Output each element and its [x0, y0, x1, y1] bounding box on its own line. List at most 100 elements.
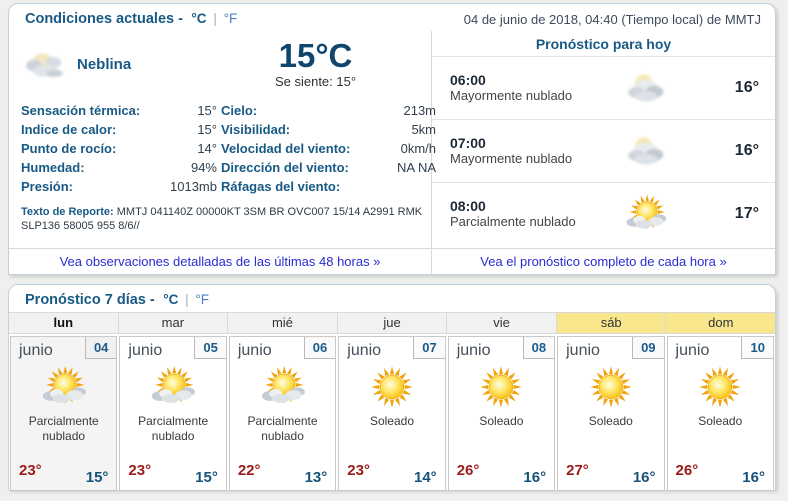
forecast-day-card[interactable]: junio 10 Soleado 26° 16°	[666, 336, 774, 491]
current-conditions-body: Neblina 15°C Se siente: 15° Sensación té…	[9, 31, 775, 249]
forecast-day-card[interactable]: junio 09 Soleado 27° 16°	[557, 336, 665, 491]
mostly-cloudy-icon	[622, 64, 670, 112]
low-temp: 15°	[85, 469, 109, 486]
month-label: junio	[19, 342, 53, 359]
day-of-week: dom	[666, 313, 776, 333]
day-of-week: sáb	[556, 313, 667, 333]
section-title: Condiciones actuales -	[25, 11, 183, 27]
day-of-week: lun	[9, 313, 119, 333]
forecast-day-card[interactable]: junio 04 Parcialmente nublado 23° 15°	[10, 336, 118, 491]
metar-report: Texto de Reporte: MMTJ 041140Z 00000KT 3…	[21, 205, 423, 233]
hour-time: 07:00	[450, 135, 486, 151]
hour-temp: 17°	[734, 205, 759, 222]
hour-condition: Mayormente nublado	[450, 88, 573, 103]
forecast-days-row: junio 04 Parcialmente nublado 23° 15° ju…	[9, 334, 775, 491]
detail-value: 0km/h	[400, 141, 437, 156]
unit-separator: |	[213, 11, 217, 26]
hour-time: 08:00	[450, 198, 486, 214]
partly-cloudy-icon	[147, 361, 199, 413]
detail-value: NA NA	[397, 160, 437, 175]
hourly-forecast-link[interactable]: Vea el pronóstico completo de cada hora …	[480, 254, 727, 269]
current-conditions-card: Condiciones actuales - °C | °F 04 de jun…	[8, 3, 776, 275]
forecast-day-card[interactable]: junio 05 Parcialmente nublado 23° 15°	[119, 336, 227, 491]
day-of-week: vie	[447, 313, 557, 333]
unit-celsius[interactable]: °C	[163, 292, 179, 307]
condition-label: Parcialmente nublado	[247, 414, 318, 443]
month-label: junio	[347, 342, 382, 359]
feels-like: Se siente: 15°	[274, 74, 357, 89]
hour-time: 06:00	[450, 72, 486, 88]
condition-label: Parcialmente nublado	[138, 414, 209, 443]
fog-icon	[21, 41, 67, 87]
high-temp: 23°	[128, 462, 152, 479]
section-title-group: Pronóstico 7 días - °C | °F	[25, 291, 209, 309]
forecast-day-card[interactable]: junio 06 Parcialmente nublado 22° 13°	[228, 336, 337, 491]
condition-block: Neblina	[21, 41, 206, 87]
hour-info: 08:00 Parcialmente nublado	[450, 198, 578, 230]
weather-details-grid: Sensación térmica: 15° Cielo: 213m Indic…	[21, 101, 436, 196]
partly-cloudy-icon	[622, 190, 670, 238]
hourly-row: 06:00 Mayormente nublado 16°	[432, 56, 775, 119]
week-forecast-card: Pronóstico 7 días - °C | °F lun mar mié …	[8, 284, 776, 491]
hour-condition: Mayormente nublado	[450, 151, 573, 166]
day-of-week-row: lun mar mié jue vie sáb dom	[9, 312, 776, 334]
day-of-week: jue	[337, 313, 448, 333]
day-number: 05	[194, 337, 226, 359]
today-forecast-title: Pronóstico para hoy	[535, 36, 672, 52]
condition-label: Soleado	[698, 414, 743, 428]
detail-label: Punto de rocío:	[21, 141, 117, 156]
day-number: 07	[413, 337, 445, 359]
low-temp: 15°	[195, 469, 218, 486]
mostly-cloudy-icon	[622, 127, 670, 175]
condition-label: Parcialmente nublado	[28, 414, 99, 443]
low-temp: 16°	[523, 469, 547, 486]
month-label: junio	[456, 342, 491, 359]
hourly-row: 08:00 Parcialmente nublado 17°	[432, 182, 775, 245]
month-label: junio	[128, 342, 163, 359]
low-temp: 16°	[632, 469, 656, 486]
day-number: 09	[632, 337, 664, 359]
day-of-week: mié	[228, 313, 338, 333]
forecast-day-card[interactable]: junio 08 Soleado 26° 16°	[447, 336, 556, 491]
detail-label: Velocidad del viento:	[221, 141, 351, 156]
high-temp: 22°	[237, 462, 261, 479]
detail-value: 15°	[197, 103, 217, 118]
hourly-row: 07:00 Mayormente nublado 16°	[432, 119, 775, 182]
report-datetime: 04 de junio de 2018, 04:40 (Tiempo local…	[463, 11, 761, 27]
history-link[interactable]: Vea observaciones detalladas de las últi…	[59, 254, 381, 269]
unit-fahrenheit[interactable]: °F	[195, 292, 210, 307]
hour-temp: 16°	[734, 142, 759, 159]
report-label: Texto de Reporte:	[21, 206, 114, 218]
condition-label: Soleado	[588, 414, 633, 428]
detail-value: 213m	[403, 103, 437, 118]
detail-value: 5km	[411, 122, 437, 137]
detail-label: Humedad:	[21, 160, 85, 175]
sunny-icon	[585, 361, 637, 413]
unit-fahrenheit[interactable]: °F	[223, 11, 238, 26]
detail-label: Cielo:	[221, 103, 258, 118]
condition-label: Soleado	[369, 414, 414, 428]
current-conditions-header: Condiciones actuales - °C | °F 04 de jun…	[9, 4, 775, 31]
links-row: Vea observaciones detalladas de las últi…	[9, 248, 775, 274]
unit-celsius[interactable]: °C	[191, 11, 207, 26]
low-temp: 13°	[304, 469, 328, 486]
current-summary-row: Neblina 15°C Se siente: 15°	[21, 39, 425, 89]
day-number: 06	[303, 337, 336, 359]
month-label: junio	[237, 342, 272, 359]
section-title: Pronóstico 7 días -	[25, 292, 155, 308]
detail-label: Sensación térmica:	[21, 103, 141, 118]
today-forecast-panel: Pronóstico para hoy 06:00 Mayormente nub…	[432, 31, 775, 249]
day-of-week: mar	[118, 313, 229, 333]
unit-toggle: °C | °F	[191, 11, 237, 26]
detail-label: Ráfagas del viento:	[221, 179, 341, 194]
forecast-day-card[interactable]: junio 07 Soleado 23° 14°	[338, 336, 446, 491]
report-text: MMTJ 041140Z 00000KT 3SM BR OVC007 15/14…	[21, 206, 423, 232]
partly-cloudy-icon	[257, 361, 309, 413]
detail-label: Dirección del viento:	[221, 160, 349, 175]
high-temp: 27°	[566, 462, 589, 479]
hour-info: 06:00 Mayormente nublado	[450, 72, 578, 104]
detail-value: 1013mb	[170, 179, 217, 194]
high-temp: 26°	[675, 462, 699, 479]
detail-value: 15°	[197, 122, 217, 137]
condition-name: Neblina	[77, 55, 132, 73]
